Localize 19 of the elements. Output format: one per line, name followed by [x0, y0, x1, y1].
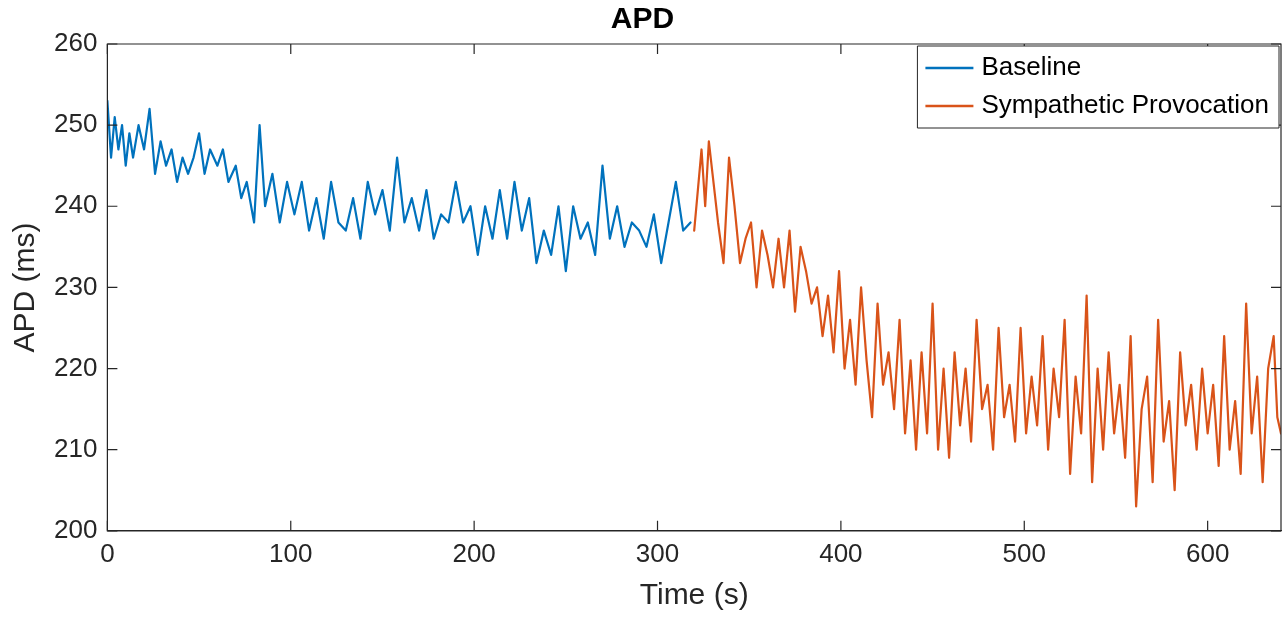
y-tick-label: 210 — [53, 432, 98, 463]
x-tick-label: 500 — [1002, 537, 1046, 568]
y-tick-label: 200 — [53, 513, 98, 544]
x-tick-label: 600 — [1185, 537, 1230, 568]
legend-label: Baseline — [981, 51, 1082, 82]
chart-title: APD — [610, 1, 675, 35]
y-tick-label: 230 — [53, 270, 98, 301]
x-tick-label: 0 — [100, 537, 115, 568]
y-tick-label: 260 — [53, 27, 98, 58]
x-tick-label: 400 — [819, 537, 863, 568]
y-tick-label: 240 — [53, 189, 98, 220]
y-tick-label: 250 — [53, 108, 98, 139]
x-tick-label: 100 — [269, 537, 313, 568]
x-tick-label: 300 — [635, 537, 680, 568]
x-tick-label: 200 — [452, 537, 496, 568]
x-axis-title: Time (s) — [639, 577, 749, 611]
y-tick-label: 220 — [53, 351, 98, 382]
y-axis-title: APD (ms) — [7, 222, 41, 353]
legend-label: Sympathetic Provocation — [981, 89, 1270, 120]
